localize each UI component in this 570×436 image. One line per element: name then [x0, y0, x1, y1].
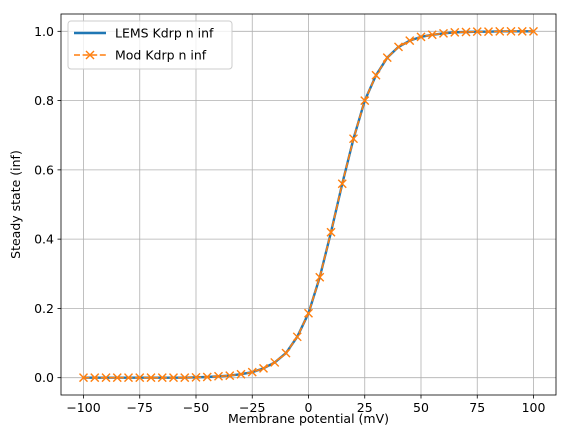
data-point-marker: [247, 367, 257, 377]
data-point-marker: [484, 27, 493, 37]
plot-area-frame: [60, 13, 557, 396]
legend-box: [67, 20, 233, 70]
legend-label-mod: Mod Kdrp n inf: [115, 48, 207, 63]
data-point-marker: [371, 70, 381, 80]
legend-x-marker: [85, 50, 95, 60]
y-tick-label: 1.0: [34, 24, 54, 39]
data-point-marker: [315, 272, 325, 282]
data-point-marker: [405, 36, 415, 46]
data-point-marker: [461, 27, 471, 37]
plot-series: [79, 26, 538, 383]
data-point-marker: [506, 26, 516, 36]
data-point-marker: [146, 373, 156, 383]
data-point-marker: [517, 26, 527, 36]
data-point-marker: [135, 373, 145, 383]
data-point-marker: [236, 369, 246, 379]
tick-marks: [57, 30, 534, 399]
data-point-marker: [439, 28, 448, 38]
x-tick-label: 0: [305, 400, 313, 415]
data-point-marker: [169, 373, 178, 383]
y-tick-label: 0.0: [34, 370, 54, 385]
data-point-marker: [337, 179, 347, 189]
y-tick-label: 0.8: [34, 93, 54, 108]
x-tick-label: 100: [522, 400, 546, 415]
data-point-marker: [157, 373, 167, 383]
data-point-marker: [90, 373, 100, 383]
data-point-marker: [292, 332, 302, 342]
data-point-marker: [394, 42, 403, 52]
data-point-marker: [112, 373, 122, 383]
data-point-marker: [79, 373, 88, 383]
x-tick-label: 50: [413, 400, 429, 415]
data-point-marker: [495, 26, 505, 36]
y-axis-label: Steady state (inf): [8, 150, 23, 259]
data-point-marker: [427, 30, 437, 40]
data-point-marker: [360, 96, 370, 106]
legend-marker-mod: [85, 50, 95, 60]
data-point-marker: [214, 371, 223, 381]
y-tick-label: 0.6: [34, 162, 54, 177]
tick-labels: −100 −75 −50 −25 0 25 50 75 100 0.0 0.2 0.4 0.6 0.8 1.…: [34, 24, 545, 415]
data-point-marker: [180, 373, 190, 383]
x-tick-label: −100: [66, 400, 100, 415]
x-tick-label: 75: [469, 400, 485, 415]
data-point-marker: [124, 373, 133, 383]
data-point-marker: [304, 308, 313, 318]
x-tick-label: −75: [127, 400, 153, 415]
x-tick-label: −25: [239, 400, 265, 415]
data-point-marker: [281, 348, 291, 358]
data-point-marker: [101, 373, 111, 383]
data-point-marker: [191, 372, 201, 382]
data-point-marker: [529, 26, 538, 36]
y-tick-label: 0.2: [34, 301, 54, 316]
data-point-marker: [450, 27, 460, 37]
legend: LEMS Kdrp n inf Mod Kdrp n inf: [67, 20, 233, 70]
y-tick-label: 0.4: [34, 232, 54, 247]
data-point-marker: [382, 53, 392, 63]
x-tick-label: 25: [357, 400, 373, 415]
data-point-marker: [259, 363, 268, 373]
data-point-marker: [416, 32, 426, 42]
data-point-marker: [270, 357, 280, 367]
data-point-marker: [326, 227, 336, 237]
data-point-marker: [349, 134, 358, 144]
data-point-marker: [225, 371, 235, 381]
x-tick-label: −50: [183, 400, 209, 415]
data-point-marker: [202, 372, 212, 382]
data-point-marker: [472, 27, 482, 37]
grid: [61, 14, 556, 395]
legend-label-lems: LEMS Kdrp n inf: [115, 26, 214, 41]
x-axis-label: Membrane potential (mV): [228, 411, 389, 426]
